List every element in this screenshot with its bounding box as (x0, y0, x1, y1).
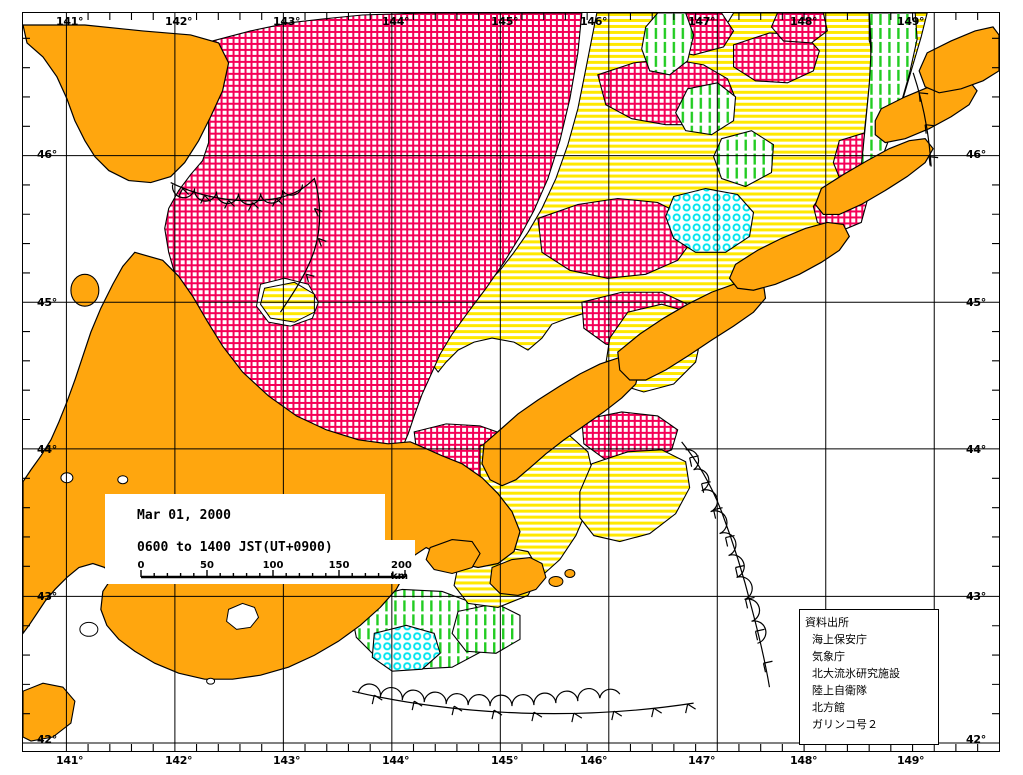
lat-label-right-45: 45° (966, 296, 986, 309)
scale-tick-50: 50 (200, 560, 214, 571)
landmass-iturup (728, 221, 851, 291)
lake-small-b (206, 677, 216, 685)
sources-legend-heading: 資料出所 (805, 616, 849, 629)
lake-small-a (79, 621, 99, 637)
frame-ticks (23, 13, 999, 751)
lon-label-top-144: 144° (382, 15, 410, 28)
source-item-4: 北方館 (812, 701, 845, 714)
landmass-shiretoko (481, 357, 641, 487)
landmass-iturup-north (814, 138, 934, 216)
lon-label-bottom-148: 148° (790, 754, 818, 767)
lon-label-top-143: 143° (273, 15, 301, 28)
lon-label-top-146: 146° (580, 15, 608, 28)
ice-new-region (371, 187, 755, 672)
sources-legend: 資料出所 海上保安庁 気象庁 北大流氷研究施設 陸上自衛隊 北方館 ガリンコ号２ (799, 609, 939, 745)
landmass-urup-north (918, 26, 999, 94)
lat-label-left-42: 42° (37, 733, 57, 746)
lat-label-right-44: 44° (966, 443, 986, 456)
lon-label-top-147: 147° (688, 15, 716, 28)
lon-label-bottom-145: 145° (491, 754, 519, 767)
lat-label-left-43: 43° (37, 590, 57, 603)
map-date: Mar 01, 2000 (137, 508, 231, 523)
scale-tick-150: 150 (328, 560, 350, 571)
lat-label-right-46: 46° (966, 148, 986, 161)
lon-label-bottom-144: 144° (382, 754, 410, 767)
lake-small-d (117, 475, 129, 485)
source-item-0: 海上保安庁 (812, 633, 867, 646)
landmass-akkeshi (425, 539, 481, 575)
lon-label-bottom-149: 149° (897, 754, 925, 767)
scale-bar-graphic (140, 570, 406, 579)
title-block: Mar 01, 2000 0600 to 1400 JST(UT+0900) (137, 508, 333, 556)
island-rebun (70, 273, 100, 307)
lon-label-top-141: 141° (56, 15, 84, 28)
lon-label-top-142: 142° (165, 15, 193, 28)
island-shikotan (564, 568, 576, 578)
scale-tick-100: 100 (262, 560, 284, 571)
scale-tick-200-km: 200 km (391, 560, 412, 582)
source-item-2: 北大流氷研究施設 (812, 667, 900, 680)
source-item-3: 陸上自衛隊 (812, 684, 867, 697)
source-item-5: ガリンコ号２ (812, 718, 878, 731)
lat-label-left-45: 45° (37, 296, 57, 309)
lon-label-top-145: 145° (491, 15, 519, 28)
scale-tick-0: 0 (137, 560, 145, 571)
landmass-sakhalin (23, 24, 230, 184)
scale-bar: 0 50 100 150 200 km (137, 560, 412, 584)
lon-label-bottom-146: 146° (580, 754, 608, 767)
lon-label-bottom-142: 142° (165, 754, 193, 767)
ice-edge-scallops (171, 184, 767, 707)
lat-label-right-42: 42° (966, 733, 986, 746)
lon-label-top-148: 148° (790, 15, 818, 28)
island-habomai (548, 575, 564, 587)
landmass-nemuro-peninsula (489, 556, 547, 596)
landmass-kunashir (617, 279, 767, 381)
lat-label-left-46: 46° (37, 148, 57, 161)
lon-label-bottom-143: 143° (273, 754, 301, 767)
lake-toya (226, 602, 260, 630)
ice-edge-barbs (178, 92, 939, 723)
lat-label-left-44: 44° (37, 443, 57, 456)
map-time-range: 0600 to 1400 JST(UT+0900) (137, 540, 333, 555)
lon-label-bottom-141: 141° (56, 754, 84, 767)
lon-label-bottom-147: 147° (688, 754, 716, 767)
source-item-1: 気象庁 (812, 650, 845, 663)
lat-label-right-43: 43° (966, 590, 986, 603)
landmass-oshima (23, 682, 76, 742)
lon-label-top-149: 149° (897, 15, 925, 28)
